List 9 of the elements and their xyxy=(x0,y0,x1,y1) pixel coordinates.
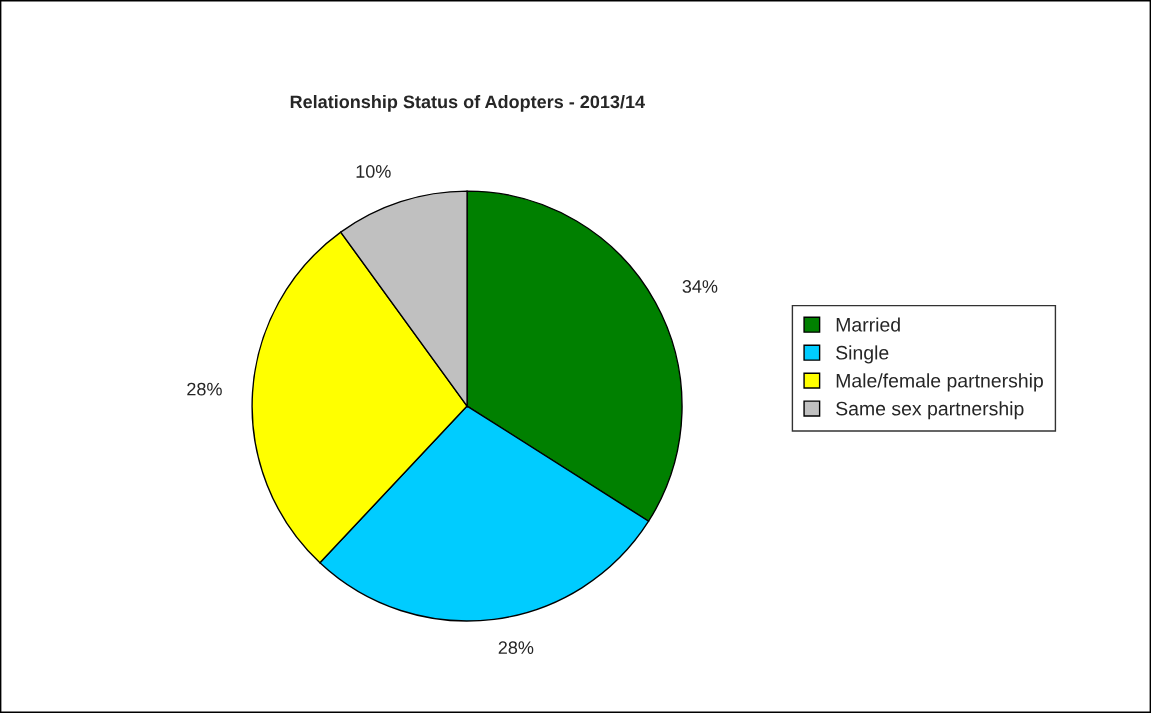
data-label: 34% xyxy=(682,280,718,293)
legend-label: Married xyxy=(836,317,900,332)
legend-label: Same sex partnership xyxy=(836,401,1024,420)
chart-title: Relationship Status of Adopters - 2013/14 xyxy=(290,94,645,112)
data-label: 28% xyxy=(498,641,534,655)
data-label: 10% xyxy=(356,165,391,178)
data-label: 28% xyxy=(187,382,222,396)
legend-label: Single xyxy=(836,345,889,364)
legend-label: Male/female partnership xyxy=(836,373,1043,392)
